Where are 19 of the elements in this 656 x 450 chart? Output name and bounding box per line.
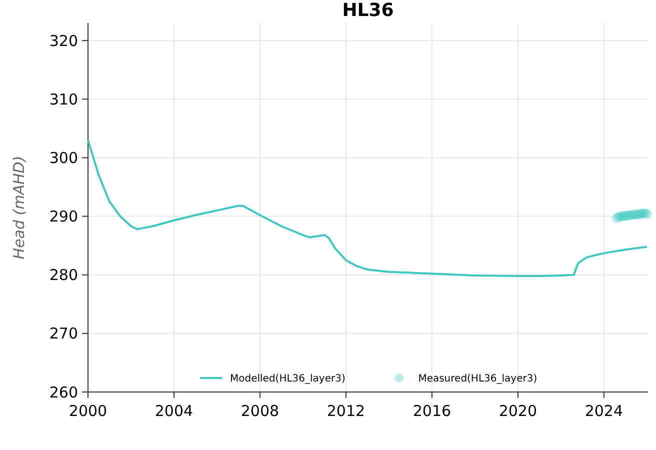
y-tick-label: 310 [49,90,78,108]
legend-label: Measured(HL36_layer3) [418,374,538,384]
line-series [87,139,648,278]
legend-label: Modelled(HL36_layer3) [230,374,346,384]
y-tick-label: 270 [49,324,78,343]
y-tick-label: 290 [49,208,78,226]
y-axis-title: Head (mAHD) [10,156,28,260]
y-tick-label: 300 [49,148,78,167]
y-tick-label: 320 [49,32,78,50]
x-tick-label: 2000 [68,402,108,420]
x-tick-label: 2012 [326,402,366,420]
x-tick-label: 2020 [498,402,538,420]
x-tick-label: 2024 [584,402,624,420]
y-tick-label: 280 [49,266,78,284]
x-tick-label: 2004 [154,402,194,420]
x-tick-label: 2008 [240,402,280,420]
chart-title: HL36 [342,0,394,21]
y-tick-label: 260 [49,383,78,402]
x-tick-label: 2016 [412,402,452,420]
